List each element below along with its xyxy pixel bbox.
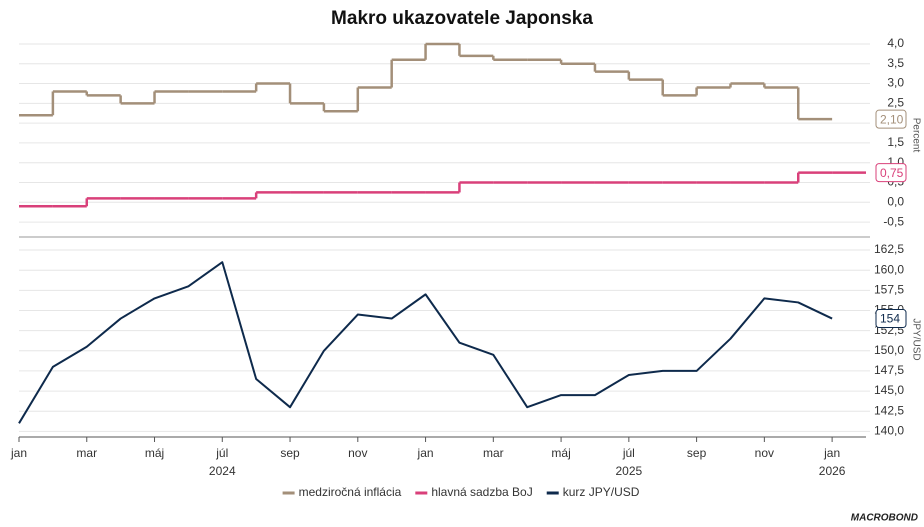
x-tick-label: mar	[76, 446, 97, 460]
y-tick-label: 3,0	[887, 76, 904, 90]
y-tick-label: 162,5	[874, 242, 904, 256]
chart-title: Makro ukazovatele Japonska	[331, 8, 593, 29]
x-tick-label: nov	[755, 446, 774, 460]
x-tick-label: máj	[145, 446, 164, 460]
end-label-box	[875, 109, 907, 129]
end-label-box	[875, 163, 907, 183]
x-tick-label: nov	[348, 446, 367, 460]
x-tick-label: mar	[483, 446, 504, 460]
y-tick-label: 140,0	[874, 424, 904, 438]
x-tick-label: jan	[417, 446, 434, 460]
end-label: 154	[880, 312, 900, 326]
y-axis-title: JPY/USD	[910, 318, 921, 360]
y-tick-label: 157,5	[874, 283, 904, 297]
year-label: 2024	[209, 464, 236, 478]
y-tick-label: -0,5	[883, 214, 904, 228]
y-axis-title: Percent	[910, 118, 921, 153]
y-tick-label: 0,0	[887, 194, 904, 208]
legend-label: medziročná inflácia	[299, 485, 402, 499]
y-tick-label: 142,5	[874, 403, 904, 417]
y-tick-label: 4,0	[887, 36, 904, 50]
legend-label: kurz JPY/USD	[563, 485, 640, 499]
x-tick-label: júl	[622, 446, 635, 460]
y-tick-label: 147,5	[874, 363, 904, 377]
end-label-box	[875, 309, 907, 329]
line	[18, 261, 833, 424]
x-tick-label: sep	[687, 446, 707, 460]
y-tick-label: 145,0	[874, 383, 904, 397]
year-label: 2026	[819, 464, 846, 478]
legend-label: hlavná sadzba BoJ	[431, 485, 532, 499]
x-tick-label: sep	[280, 446, 300, 460]
end-label: 2,10	[880, 112, 904, 126]
end-label: 0,75	[880, 166, 904, 180]
y-tick-label: 1,5	[887, 135, 904, 149]
y-tick-label: 2,5	[887, 95, 904, 109]
x-tick-label: jan	[10, 446, 27, 460]
y-tick-label: 160,0	[874, 262, 904, 276]
x-tick-label: máj	[551, 446, 570, 460]
source-logo: MACROBOND	[851, 513, 918, 524]
y-tick-label: 150,0	[874, 343, 904, 357]
y-tick-label: 3,5	[887, 56, 904, 70]
x-tick-label: júl	[215, 446, 228, 460]
x-tick-label: jan	[823, 446, 840, 460]
year-label: 2025	[615, 464, 642, 478]
